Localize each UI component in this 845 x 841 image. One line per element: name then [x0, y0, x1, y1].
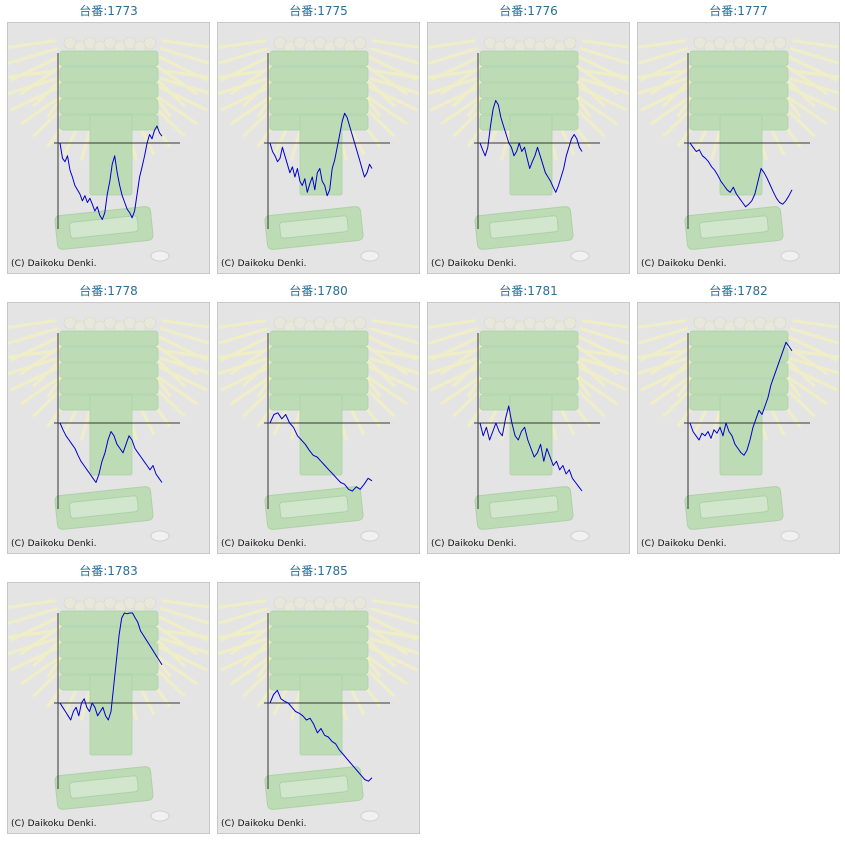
chart-title: 台番:1783 [79, 564, 138, 578]
series-line [59, 422, 163, 483]
watermark [218, 36, 419, 262]
chart-panel: (C) Daikoku Denki. [7, 582, 210, 834]
watermark-machine [479, 50, 579, 196]
watermark-medals [483, 36, 577, 54]
chart-cell: 台番:1782 (C) Daikoku Denki. [637, 280, 840, 556]
copyright-label: (C) Daikoku Denki. [431, 259, 517, 269]
chart-cell: 台番:1783 (C) Daikoku Denki. [7, 560, 210, 836]
chart-cell: 台番:1778 (C) Daikoku Denki. [7, 280, 210, 556]
copyright-label: (C) Daikoku Denki. [641, 539, 727, 549]
watermark [218, 596, 419, 822]
chart-panel: (C) Daikoku Denki. [7, 22, 210, 274]
watermark-machine [59, 610, 159, 756]
chart-title: 台番:1781 [499, 284, 558, 298]
chart-panel: (C) Daikoku Denki. [427, 302, 630, 554]
watermark [638, 36, 839, 262]
watermark [638, 316, 839, 542]
chart-title: 台番:1780 [289, 284, 348, 298]
chart-svg [8, 36, 209, 262]
chart-cell: 台番:1781 (C) Daikoku Denki. [427, 280, 630, 556]
chart-cell: 台番:1775 (C) Daikoku Denki. [217, 0, 420, 276]
watermark-machine [689, 330, 789, 476]
watermark-medals [63, 316, 157, 334]
chart-title: 台番:1773 [79, 4, 138, 18]
chart-panel: (C) Daikoku Denki. [217, 302, 420, 554]
watermark [428, 316, 629, 542]
chart-title: 台番:1782 [709, 284, 768, 298]
chart-svg [218, 596, 419, 822]
copyright-label: (C) Daikoku Denki. [11, 819, 97, 829]
chart-cell: 台番:1773 (C) Daikoku Denki. [7, 0, 210, 276]
watermark-medals [693, 316, 787, 334]
chart-panel: (C) Daikoku Denki. [427, 22, 630, 274]
watermark-machine [269, 330, 369, 476]
chart-cell: 台番:1785 (C) Daikoku Denki. [217, 560, 420, 836]
series-line [269, 412, 373, 492]
watermark-medals [63, 596, 157, 614]
chart-panel: (C) Daikoku Denki. [7, 302, 210, 554]
watermark-machine [269, 610, 369, 756]
copyright-label: (C) Daikoku Denki. [11, 539, 97, 549]
watermark-medals [273, 36, 367, 54]
copyright-label: (C) Daikoku Denki. [431, 539, 517, 549]
series-line [59, 125, 163, 220]
watermark-machine [269, 50, 369, 196]
chart-cell: 台番:1777 (C) Daikoku Denki. [637, 0, 840, 276]
chart-panel: (C) Daikoku Denki. [217, 22, 420, 274]
chart-panel: (C) Daikoku Denki. [217, 582, 420, 834]
chart-title: 台番:1778 [79, 284, 138, 298]
copyright-label: (C) Daikoku Denki. [221, 259, 307, 269]
chart-svg [638, 316, 839, 542]
chart-svg [218, 316, 419, 542]
series-line [689, 341, 793, 456]
watermark-machine [59, 330, 159, 476]
watermark [8, 316, 209, 542]
chart-svg [428, 316, 629, 542]
copyright-label: (C) Daikoku Denki. [11, 259, 97, 269]
watermark [8, 596, 209, 822]
chart-panel: (C) Daikoku Denki. [637, 302, 840, 554]
chart-title: 台番:1775 [289, 4, 348, 18]
copyright-label: (C) Daikoku Denki. [221, 819, 307, 829]
series-line [269, 112, 373, 197]
watermark-machine [689, 50, 789, 196]
watermark [218, 316, 419, 542]
watermark [8, 36, 209, 262]
watermark-medals [63, 36, 157, 54]
series-line [479, 100, 583, 193]
chart-title: 台番:1777 [709, 4, 768, 18]
watermark-machine [479, 330, 579, 476]
series-line [479, 405, 583, 492]
watermark-medals [273, 596, 367, 614]
watermark [428, 36, 629, 262]
chart-svg [428, 36, 629, 262]
chart-cell: 台番:1776 (C) Daikoku Denki. [427, 0, 630, 276]
chart-cell: 台番:1780 (C) Daikoku Denki. [217, 280, 420, 556]
series-line [269, 689, 373, 782]
chart-svg [8, 596, 209, 822]
chart-title: 台番:1785 [289, 564, 348, 578]
copyright-label: (C) Daikoku Denki. [641, 259, 727, 269]
series-line [689, 142, 793, 208]
chart-panel: (C) Daikoku Denki. [637, 22, 840, 274]
watermark-medals [693, 36, 787, 54]
chart-svg [8, 316, 209, 542]
copyright-label: (C) Daikoku Denki. [221, 539, 307, 549]
chart-svg [218, 36, 419, 262]
chart-svg [638, 36, 839, 262]
chart-title: 台番:1776 [499, 4, 558, 18]
watermark-machine [59, 50, 159, 196]
series-line [59, 612, 163, 721]
